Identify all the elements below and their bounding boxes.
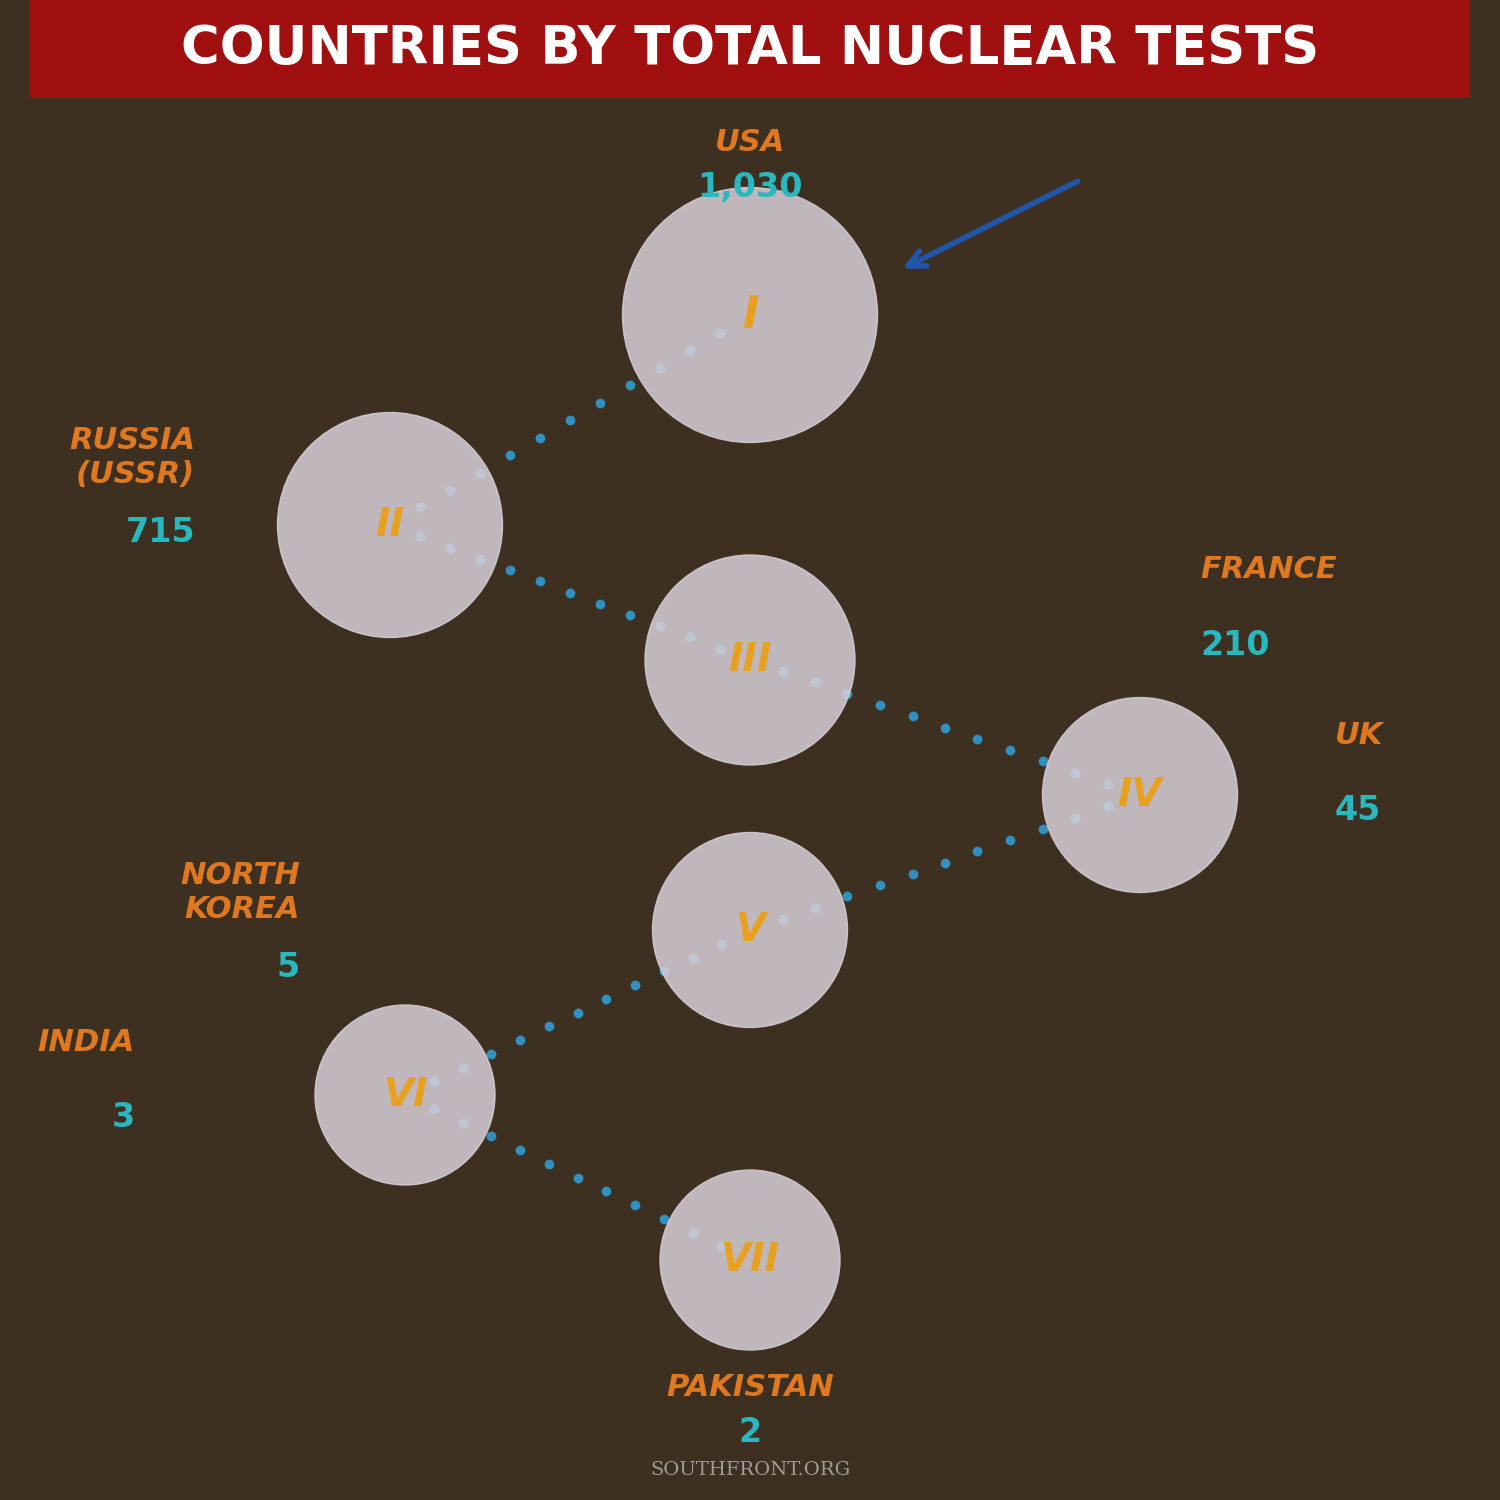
- Text: I: I: [741, 294, 758, 336]
- Text: NORTH
KOREA: NORTH KOREA: [180, 861, 300, 924]
- Circle shape: [278, 413, 502, 638]
- Text: INDIA: INDIA: [38, 1028, 135, 1057]
- Circle shape: [645, 555, 855, 765]
- Circle shape: [652, 833, 847, 1028]
- Text: RUSSIA
(USSR): RUSSIA (USSR): [69, 426, 195, 489]
- Text: III: III: [729, 640, 771, 680]
- Text: IV: IV: [1118, 776, 1162, 814]
- Circle shape: [622, 188, 878, 442]
- Circle shape: [315, 1005, 495, 1185]
- Text: 3: 3: [111, 1101, 135, 1134]
- Text: 5: 5: [276, 951, 300, 984]
- Text: VI: VI: [382, 1076, 427, 1114]
- Text: 210: 210: [1200, 628, 1269, 662]
- Text: SOUTHFRONT.ORG: SOUTHFRONT.ORG: [650, 1461, 850, 1479]
- Circle shape: [1042, 698, 1238, 892]
- Text: 1,030: 1,030: [698, 171, 802, 204]
- Text: 715: 715: [126, 516, 195, 549]
- Text: COUNTRIES BY TOTAL NUCLEAR TESTS: COUNTRIES BY TOTAL NUCLEAR TESTS: [182, 22, 1318, 75]
- Text: V: V: [735, 910, 765, 950]
- Text: 2: 2: [738, 1416, 762, 1449]
- Text: 45: 45: [1335, 794, 1382, 826]
- Text: II: II: [375, 506, 405, 544]
- Circle shape: [660, 1170, 840, 1350]
- Text: VII: VII: [720, 1240, 780, 1280]
- Text: FRANCE: FRANCE: [1200, 555, 1336, 585]
- Text: USA: USA: [716, 128, 784, 158]
- Text: PAKISTAN: PAKISTAN: [666, 1372, 834, 1402]
- Text: UK: UK: [1335, 720, 1383, 750]
- FancyBboxPatch shape: [30, 0, 1470, 98]
